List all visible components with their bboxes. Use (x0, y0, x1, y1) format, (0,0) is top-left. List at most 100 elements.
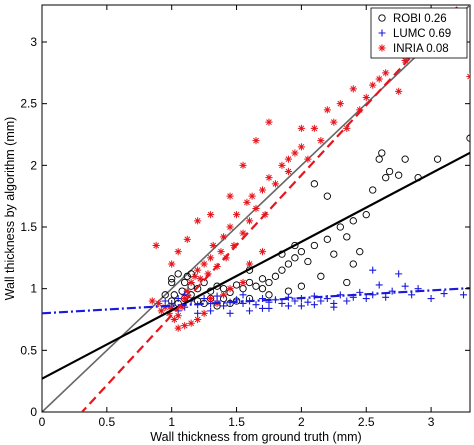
data-point (168, 260, 176, 268)
data-point (378, 149, 386, 157)
y-tick-label: 3 (30, 35, 37, 49)
data-point (317, 272, 325, 280)
data-point (278, 299, 286, 307)
data-point (174, 270, 182, 278)
data-point (317, 137, 325, 145)
data-point (323, 106, 331, 114)
data-point (466, 134, 470, 142)
data-point (278, 266, 286, 274)
data-point (196, 275, 204, 283)
data-point (382, 69, 390, 77)
fit-line-series-2 (80, 5, 461, 412)
data-point (168, 304, 176, 312)
data-point (191, 272, 199, 280)
legend: ROBI 0.26 LUMC 0.69 INRIA 0.08 (370, 7, 468, 59)
data-point (304, 298, 312, 306)
data-point (382, 174, 390, 182)
data-point (239, 229, 247, 237)
x-tick-label: 1 (168, 415, 175, 429)
data-point (193, 285, 202, 293)
data-point (349, 217, 357, 225)
data-point (174, 295, 182, 303)
data-point (330, 250, 338, 258)
data-point (187, 270, 195, 278)
data-point (304, 155, 312, 163)
y-axis-label: Wall thickness by algorithm (mm) (3, 117, 17, 301)
data-point (336, 100, 344, 108)
data-point (385, 167, 394, 176)
data-point (219, 233, 228, 241)
data-point (187, 278, 195, 287)
data-point (204, 270, 212, 278)
data-point (291, 297, 299, 305)
data-point (297, 248, 306, 256)
data-point (395, 171, 403, 179)
data-point (239, 278, 247, 287)
data-points-layer (42, 5, 470, 412)
data-point (258, 248, 267, 256)
x-tick-label: 3 (428, 415, 435, 429)
data-point (170, 315, 178, 324)
data-point (460, 291, 468, 299)
data-point (200, 295, 208, 303)
data-point (362, 93, 370, 102)
legend-box (370, 7, 468, 59)
data-point (258, 186, 267, 194)
data-point (284, 167, 293, 176)
data-point (217, 248, 225, 256)
y-tick-label: 1 (30, 282, 37, 296)
data-point (245, 217, 254, 225)
data-point (271, 180, 280, 188)
legend-label: ROBI 0.26 (393, 13, 447, 25)
data-point (362, 211, 370, 219)
data-point (194, 266, 202, 274)
data-point (230, 241, 238, 250)
data-point (258, 275, 267, 283)
data-point (369, 81, 377, 89)
data-point (187, 319, 195, 327)
legend-marker-plus (378, 29, 386, 37)
data-point (297, 124, 305, 132)
fit-line-series-0 (42, 151, 470, 380)
data-point (265, 278, 273, 287)
data-point (246, 307, 254, 315)
data-point (258, 285, 267, 293)
data-point (284, 155, 293, 163)
y-tick-label: 0 (30, 405, 37, 419)
x-tick-label: 0.5 (99, 415, 116, 429)
data-point (284, 260, 293, 268)
data-point (239, 291, 247, 299)
data-point (304, 257, 312, 266)
data-point (330, 118, 338, 126)
data-point (297, 302, 305, 310)
data-point (265, 291, 273, 299)
legend-marker-asterisk (378, 44, 386, 52)
data-point (174, 312, 182, 320)
data-point (194, 217, 202, 225)
data-point (323, 192, 331, 200)
data-point (369, 266, 377, 274)
data-point (317, 297, 325, 305)
data-point (297, 143, 305, 151)
data-point (226, 285, 234, 293)
x-axis-label: Wall thickness from ground truth (mm) (150, 430, 361, 444)
data-point (343, 124, 351, 132)
data-point (194, 315, 202, 324)
data-point (284, 302, 292, 310)
data-point (271, 272, 280, 280)
data-point (265, 304, 273, 312)
data-point (349, 260, 357, 268)
y-tick-label: 0.5 (20, 343, 37, 357)
data-point (219, 291, 228, 299)
data-point (181, 294, 189, 303)
data-point (207, 307, 215, 315)
data-point (356, 248, 364, 256)
data-point (157, 307, 165, 315)
data-point (291, 149, 299, 157)
data-point (232, 281, 241, 289)
data-point (278, 161, 286, 169)
data-point (213, 282, 221, 290)
data-point (362, 295, 370, 303)
data-point (178, 303, 186, 311)
x-tick-label: 1.5 (228, 415, 245, 429)
